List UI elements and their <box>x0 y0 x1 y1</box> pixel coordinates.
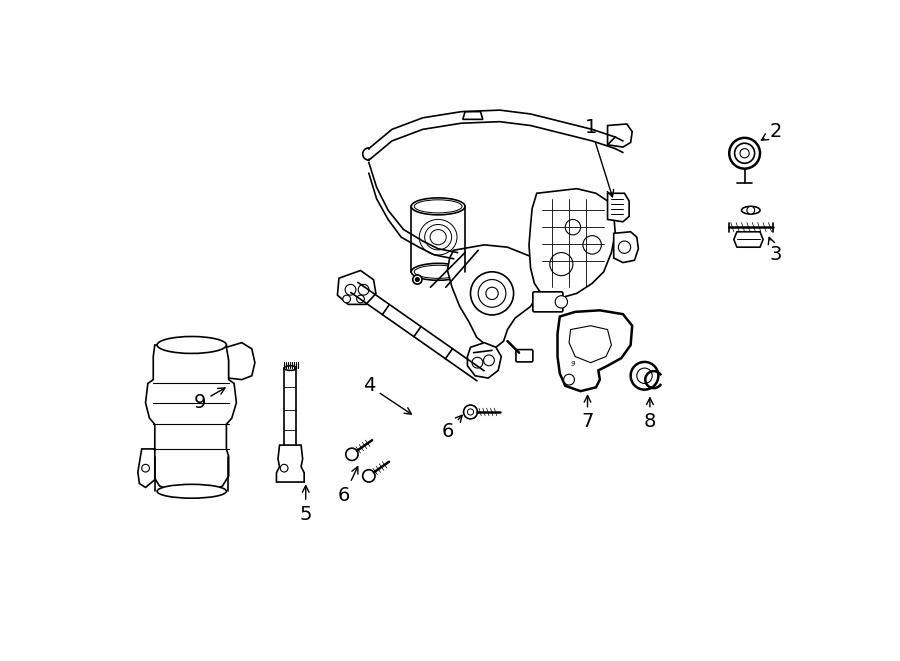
Circle shape <box>483 355 494 366</box>
Circle shape <box>343 295 350 303</box>
Polygon shape <box>447 245 542 347</box>
Polygon shape <box>146 345 237 494</box>
Circle shape <box>416 278 419 282</box>
Ellipse shape <box>284 366 296 370</box>
Text: 5: 5 <box>300 486 312 524</box>
Circle shape <box>464 405 477 419</box>
Circle shape <box>555 295 568 308</box>
Polygon shape <box>608 124 632 147</box>
FancyBboxPatch shape <box>516 350 533 362</box>
Polygon shape <box>467 342 501 378</box>
Circle shape <box>471 272 514 315</box>
Polygon shape <box>569 326 611 363</box>
Circle shape <box>583 235 601 254</box>
FancyBboxPatch shape <box>533 292 562 312</box>
Ellipse shape <box>414 200 462 213</box>
Text: 4: 4 <box>363 376 411 414</box>
Polygon shape <box>734 232 763 247</box>
Circle shape <box>478 280 506 307</box>
Text: 2: 2 <box>761 122 781 141</box>
Text: 6: 6 <box>441 415 463 442</box>
Circle shape <box>358 284 369 295</box>
Circle shape <box>413 275 422 284</box>
Ellipse shape <box>158 485 227 498</box>
Circle shape <box>740 149 749 158</box>
Polygon shape <box>614 232 638 262</box>
Circle shape <box>280 464 288 472</box>
Ellipse shape <box>742 206 760 214</box>
Circle shape <box>472 358 482 368</box>
Circle shape <box>356 295 365 303</box>
Text: 9: 9 <box>194 388 225 412</box>
Polygon shape <box>227 342 255 379</box>
Polygon shape <box>276 445 304 482</box>
Circle shape <box>141 464 149 472</box>
Circle shape <box>550 253 573 276</box>
Circle shape <box>467 409 473 415</box>
Text: 9: 9 <box>571 361 575 368</box>
Circle shape <box>618 241 631 253</box>
Polygon shape <box>338 270 376 304</box>
Text: 7: 7 <box>581 395 594 432</box>
Polygon shape <box>557 310 632 391</box>
Circle shape <box>747 206 754 214</box>
Circle shape <box>729 138 760 169</box>
Circle shape <box>563 374 574 385</box>
Circle shape <box>631 362 659 389</box>
Ellipse shape <box>411 198 465 215</box>
Text: 1: 1 <box>584 118 614 197</box>
Ellipse shape <box>411 263 465 280</box>
Text: 3: 3 <box>769 237 781 264</box>
Text: 8: 8 <box>644 398 656 432</box>
Polygon shape <box>529 188 616 299</box>
Circle shape <box>346 448 358 461</box>
Polygon shape <box>138 449 155 487</box>
Circle shape <box>345 284 356 295</box>
Polygon shape <box>463 112 482 120</box>
Polygon shape <box>608 193 629 222</box>
Ellipse shape <box>414 265 462 278</box>
Ellipse shape <box>158 336 227 354</box>
Circle shape <box>486 288 499 299</box>
Text: 6: 6 <box>338 467 358 504</box>
Circle shape <box>565 219 581 235</box>
Circle shape <box>363 470 375 482</box>
Circle shape <box>734 143 754 163</box>
Circle shape <box>637 368 652 383</box>
